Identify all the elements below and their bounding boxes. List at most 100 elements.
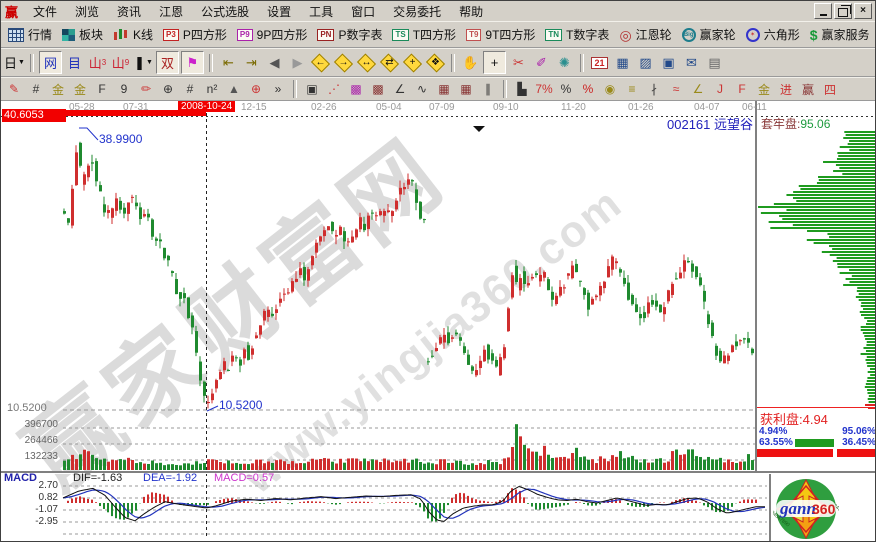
tool-zoom-all-button[interactable]: + <box>402 54 423 72</box>
tool-first-screen-button[interactable]: ⇤ <box>218 52 239 73</box>
draw-jin-angle-button[interactable]: 进 <box>776 80 796 99</box>
date-label[interactable]: 05-28 <box>69 102 95 113</box>
tool-prev-screen-button[interactable]: ◀ <box>264 52 285 73</box>
date-label[interactable]: 05-04 <box>376 102 402 113</box>
tool-zoom-in-h-button[interactable]: ⇄ <box>379 54 400 72</box>
draw-angle-line-button[interactable]: ∠ <box>390 80 410 99</box>
menu-item-browse[interactable]: 浏览 <box>75 4 100 19</box>
toolbar-9t-square-button[interactable]: T9 9T四方形 <box>461 24 540 46</box>
date-label[interactable]: 12-15 <box>241 102 267 113</box>
tool-pattern-tool-button[interactable]: ✺ <box>554 52 575 73</box>
draw-gold-ruler-b-button[interactable]: 金 <box>70 80 90 99</box>
draw-tick-ruler-button[interactable]: # <box>180 80 200 99</box>
draw-gold-circle-button[interactable]: ◉ <box>600 80 620 99</box>
toolbar-gann-wheel-button[interactable]: ◎ 江恩轮 <box>614 24 676 46</box>
draw-seven-percent-button[interactable]: 7% <box>534 80 554 99</box>
tool-notepad-button[interactable]: ▨ <box>635 52 656 73</box>
draw-more-expand-button[interactable]: » <box>268 80 288 99</box>
tool-cut-annotate-button[interactable]: ✂ <box>508 52 529 73</box>
toolbar-t-square-button[interactable]: TS T四方形 <box>387 24 461 46</box>
tool-period-day-button[interactable]: 日 ▼ <box>4 52 25 73</box>
menu-item-gann[interactable]: 江恩 <box>159 4 184 19</box>
draw-win-angle-button[interactable]: 赢 <box>798 80 818 99</box>
draw-n-square-button[interactable]: n² <box>202 80 222 99</box>
draw-compass-button[interactable]: ⊕ <box>246 80 266 99</box>
draw-percent-lines-button[interactable]: % <box>578 80 598 99</box>
draw-gold-lines-button[interactable]: ≡ <box>622 80 642 99</box>
menu-item-trade[interactable]: 交易委托 <box>393 4 442 19</box>
menu-item-window[interactable]: 窗口 <box>351 4 376 19</box>
tool-crosshair-mode-button[interactable]: + <box>483 51 506 74</box>
draw-spiral-9-button[interactable]: 9 <box>114 80 134 99</box>
draw-marker-pen-button[interactable]: ✏ <box>136 80 156 99</box>
tool-calculator-button[interactable]: ▦ <box>612 52 633 73</box>
date-label[interactable]: 02-26 <box>311 102 337 113</box>
restore-button[interactable] <box>834 3 852 19</box>
draw-parallel-lines-button[interactable]: ∥ <box>478 80 498 99</box>
menu-item-help[interactable]: 帮助 <box>459 4 484 19</box>
draw-triangle-tool-button[interactable]: ▲ <box>224 80 244 99</box>
menu-item-news[interactable]: 资讯 <box>117 4 142 19</box>
menu-item-settings[interactable]: 设置 <box>267 4 292 19</box>
tool-chart-layout-button[interactable]: 网 <box>39 51 62 74</box>
tool-mail-share-button[interactable]: ✉ <box>681 52 702 73</box>
date-label[interactable]: 09-10 <box>493 102 519 113</box>
toolbar-hexagon-button[interactable]: ✶ 六角形 <box>741 24 805 46</box>
draw-j-angle-button[interactable]: J <box>710 80 730 99</box>
date-label[interactable]: 07-09 <box>429 102 455 113</box>
toolbar-9p-square-button[interactable]: P9 9P四方形 <box>232 24 312 46</box>
draw-si-angle-button[interactable]: 四 <box>820 80 840 99</box>
tool-candle-type-button[interactable]: ❚ ▼ <box>133 52 154 73</box>
tool-overlay-compare-button[interactable]: 双 <box>156 51 179 74</box>
draw-gann-grid-a-button[interactable]: ▦ <box>434 80 454 99</box>
toolbar-kline-button[interactable]: K线 <box>108 24 158 46</box>
toolbar-p-table-button[interactable]: PN P数字表 <box>312 24 387 46</box>
draw-circle-grid-button[interactable]: ⊕ <box>158 80 178 99</box>
tool-save-button[interactable]: ▣ <box>658 52 679 73</box>
close-button[interactable]: × <box>854 3 872 19</box>
tool-next-screen-button[interactable]: ▶ <box>287 52 308 73</box>
date-label[interactable]: 07-31 <box>123 102 149 113</box>
date-label[interactable]: 04-07 <box>694 102 720 113</box>
tool-flag-mark-button[interactable]: ⚑ <box>181 51 204 74</box>
draw-hist-percent-button[interactable]: ▙ <box>512 80 532 99</box>
toolbar-winner-wheel-button[interactable]: Big 赢家轮 <box>677 24 741 46</box>
toolbar-t-table-button[interactable]: TN T数字表 <box>540 24 614 46</box>
draw-gold-angle-button[interactable]: ∠ <box>688 80 708 99</box>
date-label[interactable]: 01-26 <box>628 102 654 113</box>
draw-wave-tool-button[interactable]: ≈ <box>666 80 686 99</box>
tool-pan-hand-button[interactable]: ✋ <box>460 52 481 73</box>
draw-ruler-ticks-button[interactable]: # <box>26 80 46 99</box>
tool-pencil-tool-button[interactable]: ✐ <box>531 52 552 73</box>
menu-item-file[interactable]: 文件 <box>33 4 58 19</box>
toolbar-quotes-button[interactable]: 行情 <box>3 24 57 46</box>
draw-fib-ruler-button[interactable]: F <box>92 80 112 99</box>
toolbar-winner-service-button[interactable]: $ 赢家服务 <box>805 24 875 46</box>
draw-fan-lines-button[interactable]: ⋰ <box>324 80 344 99</box>
date-label[interactable]: 11-20 <box>561 102 586 113</box>
tool-pan-right-button[interactable]: → <box>333 54 354 72</box>
draw-zigzag-line-button[interactable]: ∿ <box>412 80 432 99</box>
kline-chart[interactable] <box>1 101 876 542</box>
tool-pan-left-button[interactable]: ← <box>310 54 331 72</box>
tool-zoom-out-h-button[interactable]: ↔ <box>356 54 377 72</box>
draw-brush-button[interactable]: ✎ <box>4 80 24 99</box>
draw-f-angle-button[interactable]: F <box>732 80 752 99</box>
draw-percent-button[interactable]: % <box>556 80 576 99</box>
tool-calendar-button[interactable]: 21 <box>589 52 610 73</box>
draw-select-box-button[interactable]: ▣ <box>302 80 322 99</box>
tool-info-list-button[interactable]: 目 <box>64 52 85 73</box>
draw-grid-dark-button[interactable]: ▩ <box>368 80 388 99</box>
date-label[interactable]: 06-11 <box>742 102 767 113</box>
tool-printer-button[interactable]: ▤ <box>704 52 725 73</box>
draw-gold-ruler-a-button[interactable]: 金 <box>48 80 68 99</box>
toolbar-sectors-button[interactable]: 板块 <box>57 24 108 46</box>
draw-grid-magenta-button[interactable]: ▩ <box>346 80 366 99</box>
minimize-button[interactable] <box>814 3 832 19</box>
draw-gann-grid-b-button[interactable]: ▦ <box>456 80 476 99</box>
toolbar-p-square-button[interactable]: P3 P四方形 <box>158 24 232 46</box>
menu-item-tools[interactable]: 工具 <box>309 4 334 19</box>
tool-last-screen-button[interactable]: ⇥ <box>241 52 262 73</box>
